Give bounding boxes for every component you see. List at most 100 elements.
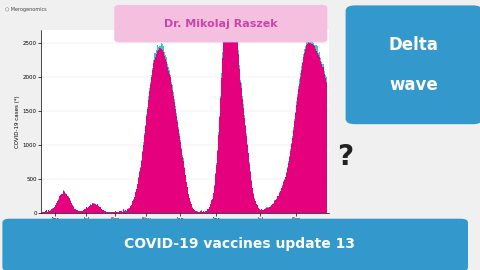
Bar [184,170,185,171]
Bar [301,63,302,66]
Bar [117,212,118,213]
Bar [65,193,66,194]
Bar [323,69,324,213]
Bar [270,207,271,213]
Bar [223,31,224,36]
Bar [232,31,233,36]
Bar [252,188,253,213]
Bar [238,46,239,213]
Y-axis label: COVID-19 cases (*): COVID-19 cases (*) [15,95,20,148]
Bar [156,52,157,213]
Bar [248,153,249,213]
Bar [251,177,252,213]
Bar [304,49,305,53]
Bar [236,36,237,213]
Bar [204,212,205,213]
Bar [295,113,296,213]
Bar [97,204,98,213]
Bar [173,96,174,213]
Bar [310,42,311,213]
Bar [137,184,138,213]
Bar [203,211,204,213]
Bar [239,59,240,62]
Bar [280,191,281,213]
Bar [284,180,285,213]
Bar [190,201,191,202]
Bar [80,210,81,213]
Bar [298,93,299,213]
Bar [220,96,221,98]
Bar [232,36,233,213]
Bar [297,98,298,101]
Bar [230,32,231,36]
Bar [160,48,161,213]
Bar [175,106,176,109]
Bar [139,172,140,173]
Bar [225,33,226,36]
Bar [95,204,96,213]
Bar [235,32,236,36]
Bar [174,102,175,213]
Text: ⬡ Merogenomics: ⬡ Merogenomics [5,7,47,12]
Bar [218,135,219,213]
Bar [172,85,173,90]
Bar [239,62,240,213]
Bar [95,203,96,204]
Bar [319,52,320,58]
Bar [317,46,318,53]
Bar [321,64,322,213]
Bar [135,192,136,213]
Bar [179,131,180,132]
Bar [51,210,52,213]
Bar [60,195,61,213]
Bar [241,93,242,213]
Bar [326,82,327,213]
Bar [101,209,102,213]
Bar [231,36,232,213]
Bar [106,212,107,213]
Bar [180,142,181,213]
Bar [250,167,251,168]
Bar [83,210,84,213]
Bar [313,46,314,213]
Bar [191,204,192,213]
Bar [221,78,222,213]
Bar [171,86,172,213]
Bar [183,164,184,165]
Bar [290,151,291,213]
Bar [176,113,177,116]
Bar [163,52,164,213]
Bar [67,195,68,213]
Bar [325,75,326,78]
Bar [121,211,122,213]
Bar [216,157,217,158]
Bar [308,42,309,213]
Bar [150,84,151,213]
Bar [175,109,176,213]
Bar [166,60,167,213]
Bar [109,212,110,213]
Bar [144,128,145,213]
Bar [122,212,123,213]
Bar [211,204,212,213]
Bar [160,46,161,48]
Bar [182,155,183,157]
Bar [315,50,316,213]
Bar [279,193,280,213]
Bar [245,125,246,126]
Bar [163,46,164,52]
Bar [213,193,214,213]
Bar [174,99,175,102]
Bar [288,159,289,160]
Bar [285,177,286,213]
Bar [96,205,97,213]
Bar [307,39,308,44]
Bar [148,100,149,213]
Bar [282,186,283,213]
Bar [181,148,182,149]
Bar [173,92,174,96]
Bar [283,183,284,184]
Bar [190,202,191,213]
Bar [198,212,199,213]
Bar [237,32,238,36]
